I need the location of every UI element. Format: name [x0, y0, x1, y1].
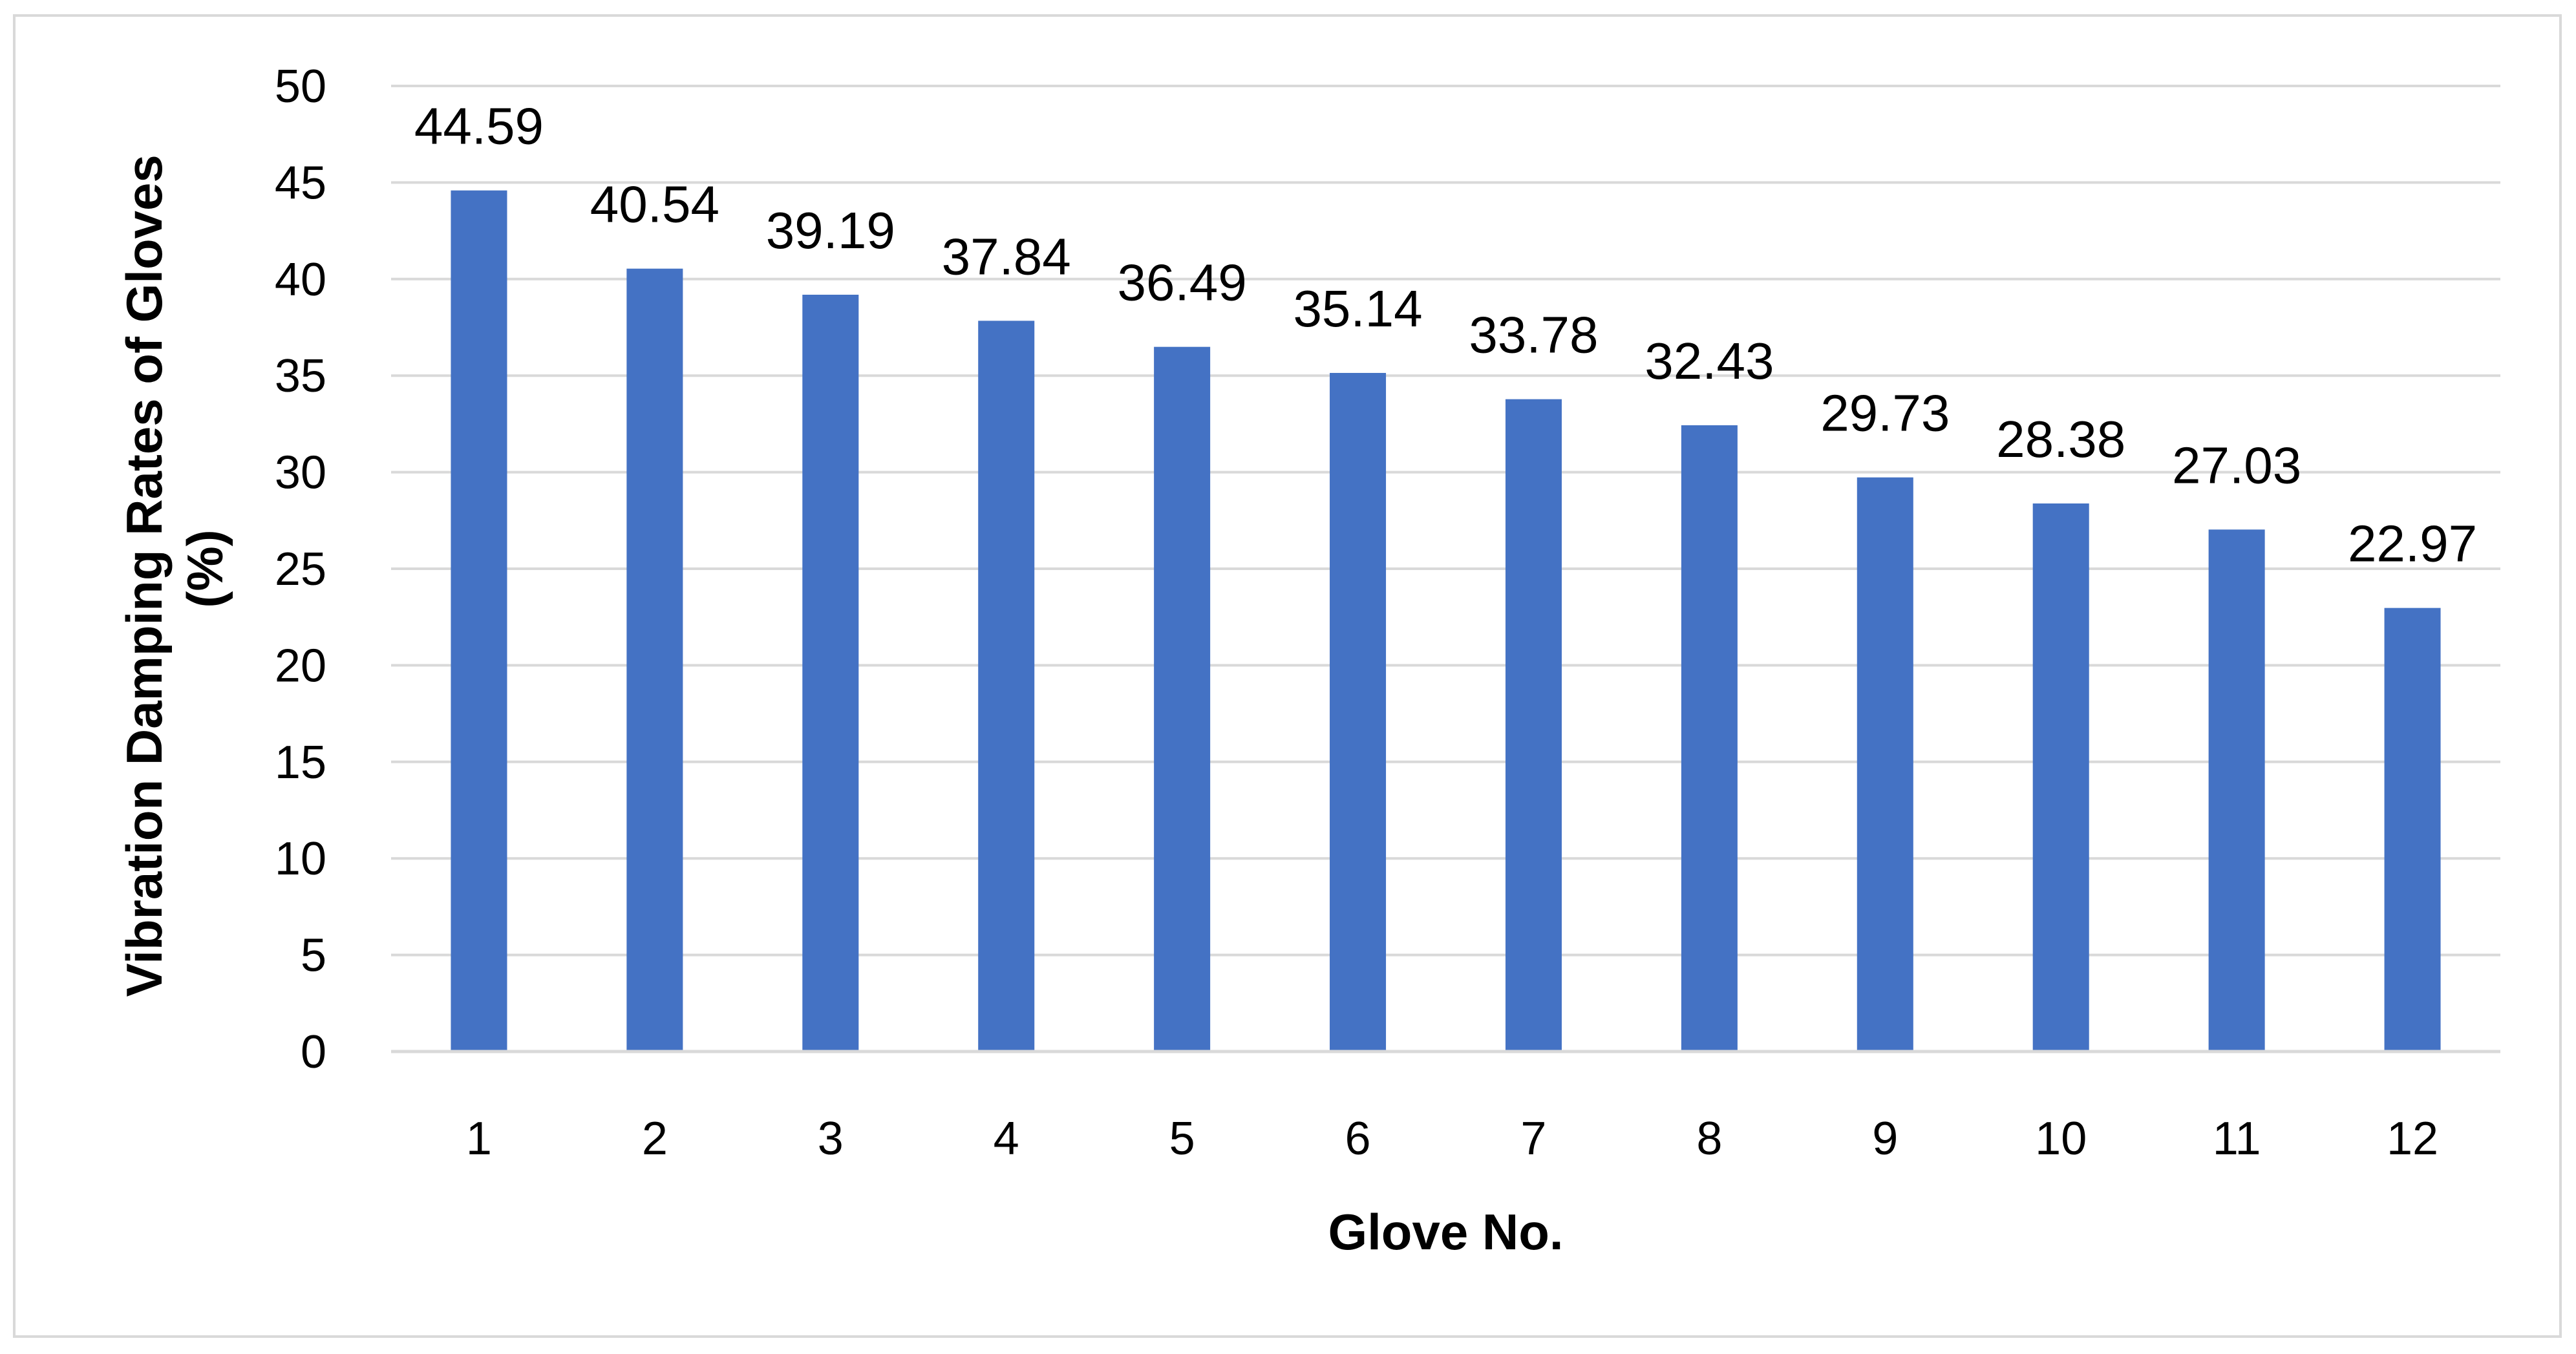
x-tick-label: 8 — [1696, 1113, 1722, 1165]
bar-value-label: 28.38 — [1996, 410, 2125, 468]
x-tick-label: 4 — [994, 1113, 1019, 1165]
y-axis-ticks: 0 5 10 15 20 25 30 35 40 45 50 — [275, 61, 326, 1078]
bar-value-label: 27.03 — [2172, 436, 2301, 494]
x-tick-label: 6 — [1345, 1113, 1371, 1165]
y-tick-label: 15 — [275, 737, 326, 788]
x-tick-label: 10 — [2035, 1113, 2087, 1165]
bar-value-label: 29.73 — [1820, 385, 1950, 442]
gridlines — [391, 85, 2500, 957]
bar — [2032, 503, 2089, 1052]
bar — [2208, 529, 2265, 1052]
bar-value-label: 35.14 — [1293, 280, 1422, 337]
bar — [1857, 477, 1913, 1052]
bar — [1330, 373, 1387, 1052]
bar-value-label: 32.43 — [1645, 332, 1774, 390]
y-axis-title: Vibration Damping Rates of Gloves (%) — [116, 141, 233, 997]
bar — [1681, 425, 1738, 1052]
x-tick-label: 3 — [818, 1113, 844, 1165]
bar — [1154, 346, 1211, 1052]
bar-value-label: 22.97 — [2348, 515, 2477, 573]
x-tick-label: 12 — [2387, 1113, 2438, 1165]
bar — [978, 321, 1035, 1052]
bar — [2384, 608, 2441, 1052]
bar — [451, 190, 507, 1052]
x-tick-label: 2 — [642, 1113, 668, 1165]
y-tick-label: 35 — [275, 350, 326, 402]
data-labels: 44.59 40.54 39.19 37.84 36.49 35.14 33.78 32.43… — [414, 98, 2477, 573]
y-tick-label: 50 — [275, 61, 326, 112]
y-tick-label: 10 — [275, 833, 326, 885]
bar-value-label: 40.54 — [590, 176, 719, 233]
y-tick-label: 25 — [275, 544, 326, 595]
bar-value-label: 36.49 — [1118, 254, 1247, 312]
y-tick-label: 5 — [301, 930, 326, 982]
y-tick-label: 40 — [275, 254, 326, 306]
y-axis-title-line-2: (%) — [176, 529, 233, 608]
bar — [626, 268, 683, 1052]
chart-frame — [13, 14, 2562, 1338]
x-tick-label: 1 — [466, 1113, 492, 1165]
x-tick-label: 5 — [1169, 1113, 1195, 1165]
bar-value-label: 44.59 — [414, 98, 544, 155]
x-tick-label: 7 — [1520, 1113, 1546, 1165]
bar — [802, 295, 859, 1052]
bar-value-label: 39.19 — [766, 202, 895, 259]
bar-value-label: 33.78 — [1469, 306, 1598, 364]
bars — [451, 190, 2441, 1052]
y-axis-title-line-1: Vibration Damping Rates of Gloves — [116, 154, 173, 997]
y-tick-label: 0 — [301, 1026, 326, 1078]
x-axis-title: Glove No. — [1328, 1203, 1563, 1260]
y-tick-label: 20 — [275, 640, 326, 692]
bar — [1505, 399, 1562, 1052]
bar-value-label: 37.84 — [942, 227, 1071, 285]
y-tick-label: 30 — [275, 447, 326, 499]
x-tick-label: 9 — [1872, 1113, 1898, 1165]
y-tick-label: 45 — [275, 157, 326, 209]
x-tick-label: 11 — [2213, 1113, 2261, 1165]
x-axis-ticks: 1 2 3 4 5 6 7 8 9 10 11 12 — [466, 1113, 2438, 1165]
